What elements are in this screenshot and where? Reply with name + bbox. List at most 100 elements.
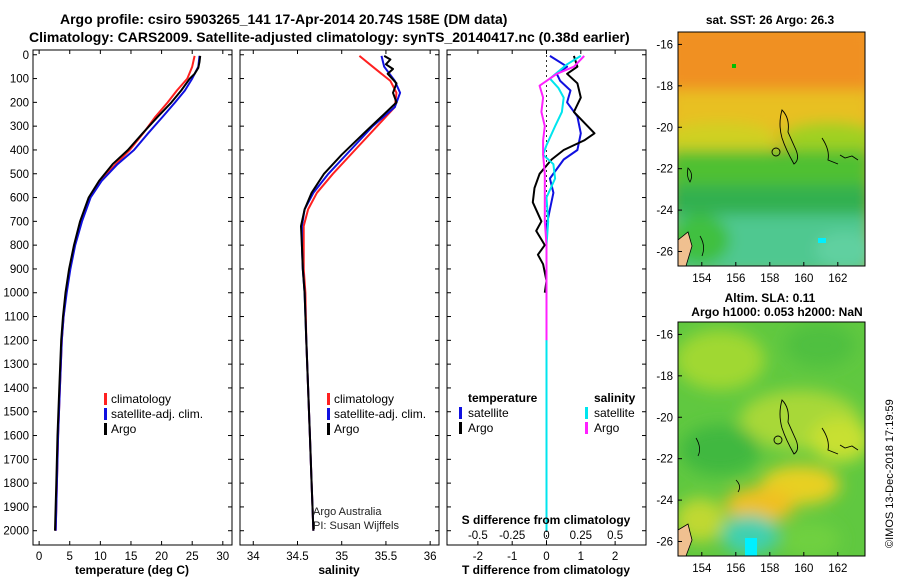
depth-tick-label: 900 [10,264,29,276]
sst-map-field [678,32,865,266]
sla-map-frame [677,321,866,557]
lat-tick-label: -26 [656,247,673,259]
x-tick-label: 5 [67,551,73,563]
credit-line2: PI: Susan Wijffels [313,520,399,532]
sla-map-field [678,322,865,556]
x-tick-label: 36 [424,551,437,563]
lon-tick-label: 154 [692,563,712,575]
series-line-argo [300,55,398,531]
depth-tick-label: 1100 [4,312,29,324]
x-tick-label: 2 [612,551,618,563]
argo-location-marker [773,435,783,445]
x-tick-label: 34 [247,551,260,563]
depth-tick-label: 1900 [3,502,29,514]
s-diff-tick-label: 0.25 [570,530,592,542]
salinity-plot-area [239,49,440,546]
lat-tick-label: -24 [656,495,673,507]
legend-swatch-climatology [104,393,107,405]
legend-label-t-satellite: satellite [468,406,509,420]
sla-map-title-line2: Argo h1000: 0.053 h2000: NaN [691,305,862,319]
legend-label-t-argo: Argo [468,421,494,435]
difference-x-axis: -2 -1 0 1 2 [473,50,618,563]
x-tick-label: 1 [578,551,584,563]
x-tick-label: 34.5 [286,551,308,563]
x-tick-label: 0 [36,551,42,563]
legend-label-satellite: satellite-adj. clim. [334,407,426,421]
legend-label-satellite: satellite-adj. clim. [111,407,203,421]
sst-map-frame [677,31,866,267]
lon-tick-label: 154 [692,273,712,285]
depth-tick-label: 200 [10,97,29,109]
lon-tick-label: 162 [828,563,847,575]
depth-tick-label: 1500 [3,407,29,419]
x-tick-label: 35 [335,551,348,563]
series-line-t-satellite [545,55,582,293]
s-diff-tick-label: -0.25 [499,530,525,542]
x-tick-label: 30 [216,551,229,563]
lat-tick-label: -26 [656,537,673,549]
depth-tick-label: 500 [10,169,29,181]
series-line-argo [54,55,202,531]
legend-swatch-t-argo [459,422,462,434]
credit-line1: Argo Australia [313,506,382,518]
argo-location-marker [771,147,781,157]
x-tick-label: 35.5 [375,551,397,563]
temperature-axis-label: temperature (deg C) [75,563,189,577]
temperature-x-axis: 0 5 10 15 20 25 30 [36,50,229,563]
lon-tick-label: 158 [760,563,779,575]
depth-tick-label: 800 [10,240,29,252]
temperature-lines [54,55,202,531]
copyright-timestamp: ©IMOS 13-Dec-2018 17:19:59 [884,399,896,548]
sla-map-lat-axis: -16 -18 -20 -22 -24 -26 [656,329,682,549]
lon-tick-label: 162 [828,273,847,285]
lon-tick-label: 156 [726,273,745,285]
depth-tick-label: 700 [10,216,29,228]
salinity-legend: climatology satellite-adj. clim. Argo [327,392,426,436]
lat-tick-label: -16 [656,39,673,51]
series-line-s-argo [538,55,585,341]
depth-tick-label: 2000 [3,526,29,538]
depth-tick-label: 1000 [3,288,29,300]
lon-tick-label: 160 [794,563,813,575]
depth-tick-label: 100 [10,74,29,86]
lon-tick-label: 156 [726,563,745,575]
x-tick-label: -1 [507,551,517,563]
series-line-t-argo [531,55,596,293]
legend-swatch-argo [327,423,330,435]
lat-tick-label: -18 [656,371,673,383]
x-tick-label: 15 [125,551,138,563]
salinity-x-axis: 34 34.5 35 35.5 36 [247,50,437,563]
legend-swatch-argo [104,423,107,435]
lat-tick-label: -22 [656,454,673,466]
legend-label-argo: Argo [111,422,137,436]
legend-label-climatology: climatology [111,392,171,406]
depth-tick-label: 0 [23,50,29,62]
s-difference-tick-labels: -0.5 -0.25 0 0.25 0.5 [468,530,623,542]
depth-tick-label: 600 [10,193,29,205]
legend-swatch-s-argo [585,422,588,434]
x-tick-label: 0 [543,551,549,563]
sst-map-title: sat. SST: 26 Argo: 26.3 [706,13,835,27]
legend-header-salinity: salinity [594,391,636,405]
lat-tick-label: -24 [656,205,673,217]
temperature-plot-area [32,49,233,546]
depth-tick-label: 300 [10,121,29,133]
series-line-s-satellite [542,55,582,531]
salinity-lines [300,55,402,531]
x-tick-label: 20 [155,551,168,563]
depth-tick-label: 1200 [3,335,29,347]
lon-tick-label: 158 [760,273,779,285]
sla-map-lon-axis: 154 156 158 160 162 [692,552,847,575]
s-diff-tick-label: -0.5 [468,530,488,542]
legend-swatch-t-satellite [459,407,462,419]
x-tick-label: -2 [473,551,483,563]
figure-title-line2: Climatology: CARS2009. Satellite-adjuste… [29,29,630,45]
sst-map-lat-axis: -16 -18 -20 -22 -24 -26 [656,39,682,259]
legend-label-climatology: climatology [334,392,394,406]
s-difference-axis-label: S difference from climatology [462,513,631,527]
depth-tick-label: 1700 [3,454,29,466]
figure-title-line1: Argo profile: csiro 5903265_141 17-Apr-2… [60,11,507,27]
legend-swatch-climatology [327,393,330,405]
legend-swatch-satellite [104,408,107,420]
lon-tick-label: 160 [794,273,813,285]
